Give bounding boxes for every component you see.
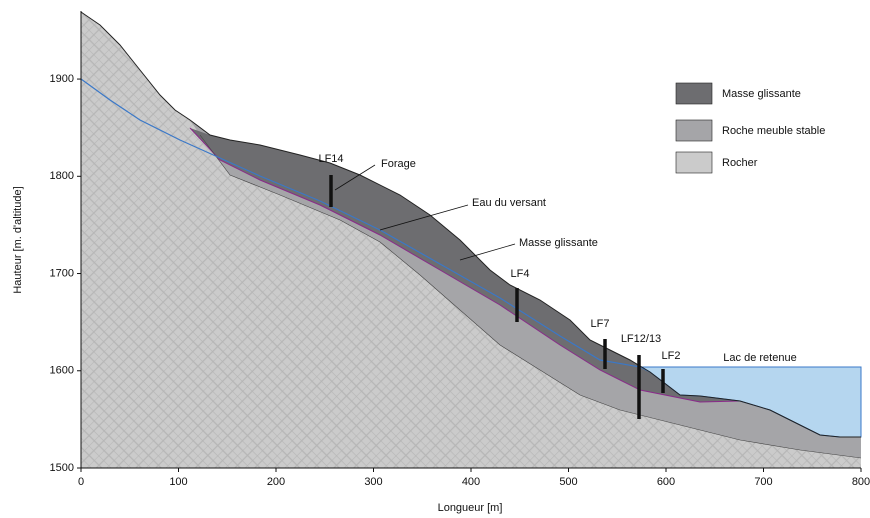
leader — [334, 164, 376, 191]
legend-label: Masse glissante — [722, 88, 801, 100]
legend-swatch — [675, 119, 713, 142]
bedrock — [81, 12, 861, 468]
leaders — [334, 164, 516, 261]
x-axis-label: Longueur [m] — [438, 502, 503, 514]
water-table — [80, 78, 641, 368]
y-tick-label: 1600 — [50, 365, 74, 377]
slip-surface — [189, 127, 741, 403]
sliding-mass — [190, 128, 740, 402]
label: Masse glissante — [519, 237, 598, 249]
label: LF2 — [662, 350, 681, 362]
leader — [459, 243, 516, 261]
y-tick-label: 1500 — [50, 462, 74, 474]
x-tick-label: 700 — [754, 476, 772, 488]
label: Forage — [381, 158, 416, 170]
bedrock-boundary — [199, 134, 862, 459]
x-tick-label: 100 — [169, 476, 187, 488]
x-tick-label: 300 — [364, 476, 382, 488]
y-tick-label: 1900 — [50, 73, 74, 85]
x-tick-label: 400 — [462, 476, 480, 488]
label: LF4 — [511, 268, 530, 280]
y-axis-label: Hauteur [m. d'altitude] — [12, 186, 24, 293]
x-tick-label: 200 — [267, 476, 285, 488]
legend-swatch — [675, 82, 713, 105]
label: LF7 — [591, 318, 610, 330]
x-tick-label: 600 — [657, 476, 675, 488]
ground-surface — [80, 11, 861, 438]
legend-label: Rocher — [722, 157, 758, 169]
x-tick-label: 0 — [78, 476, 84, 488]
y-tick-label: 1800 — [50, 170, 74, 182]
boreholes — [329, 175, 665, 419]
leader — [379, 204, 469, 231]
y-tick-label: 1700 — [50, 267, 74, 279]
label: LF14 — [318, 153, 343, 165]
legend-label: Roche meuble stable — [722, 125, 825, 137]
label: Lac de retenue — [723, 352, 796, 364]
label: Eau du versant — [472, 197, 546, 209]
legend-swatch — [675, 151, 713, 174]
x-tick-label: 800 — [852, 476, 870, 488]
label: LF12/13 — [621, 333, 661, 345]
x-tick-label: 500 — [559, 476, 577, 488]
